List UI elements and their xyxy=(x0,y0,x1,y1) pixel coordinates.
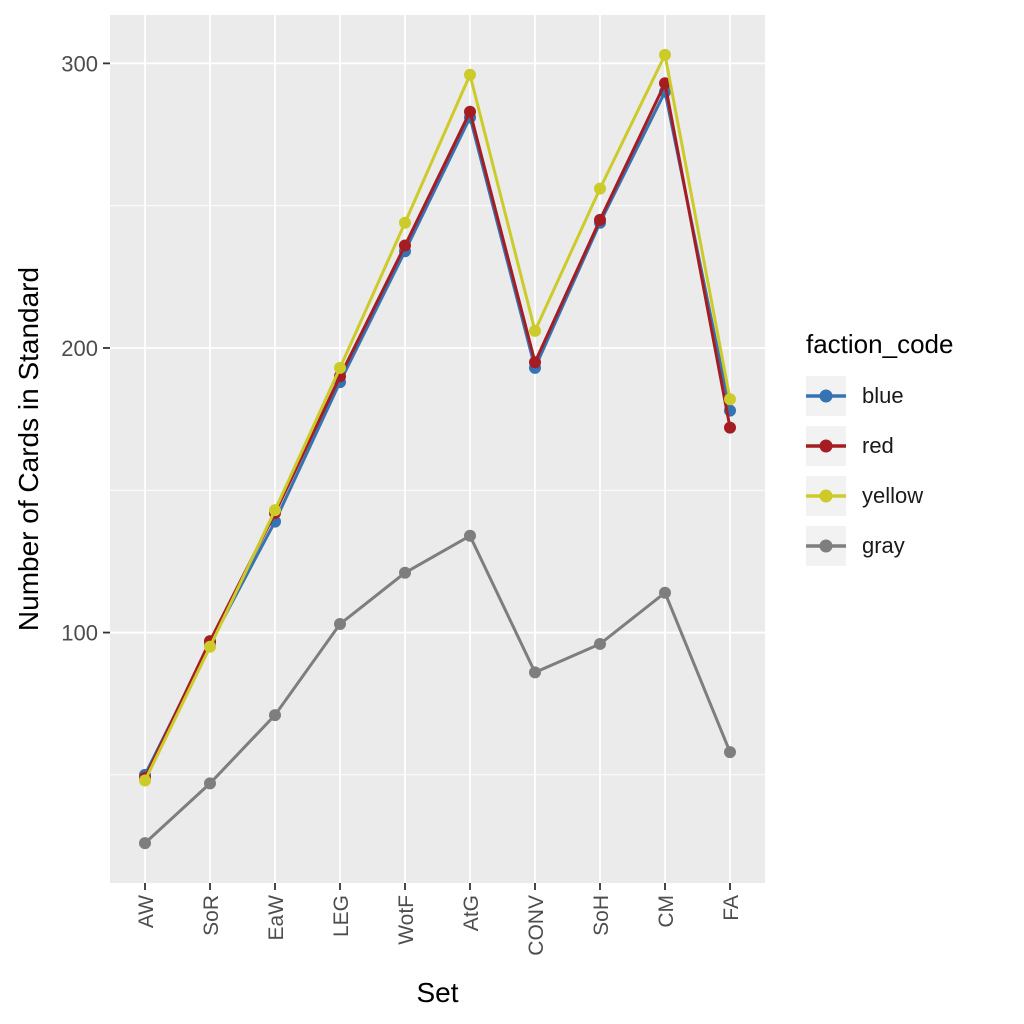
data-point-yellow-SoH xyxy=(594,182,606,195)
data-point-red-WotF xyxy=(399,239,411,252)
y-tick-label: 100 xyxy=(61,621,98,646)
data-point-red-SoH xyxy=(594,213,606,226)
x-tick-label: LEG xyxy=(330,895,353,937)
data-point-yellow-AW xyxy=(139,774,151,787)
data-point-gray-AtG xyxy=(464,529,476,542)
legend-key-gray xyxy=(806,525,846,566)
legend: faction_code blue red yellow gray xyxy=(806,329,954,576)
x-tick-label: CONV xyxy=(525,895,548,956)
data-point-red-CM xyxy=(659,77,671,90)
legend-key-glyph-gray xyxy=(806,539,846,553)
x-tick-label: AW xyxy=(135,895,158,928)
x-tick-label: FA xyxy=(720,895,743,921)
x-tick-label: CM xyxy=(655,895,678,928)
legend-key-yellow xyxy=(806,475,846,516)
data-point-yellow-CM xyxy=(659,48,671,61)
x-tick-label: SoH xyxy=(590,895,613,936)
legend-entries: blue red yellow gray xyxy=(806,375,953,566)
y-tick-label: 300 xyxy=(61,51,98,76)
data-point-gray-SoR xyxy=(204,777,216,790)
data-point-gray-SoH xyxy=(594,637,606,650)
legend-label-blue: blue xyxy=(862,382,904,408)
x-axis-title: Set xyxy=(416,977,458,1008)
series-line-blue xyxy=(143,87,732,776)
x-tick-label: AtG xyxy=(460,895,483,931)
legend-entry-blue: blue xyxy=(806,375,953,416)
data-point-yellow-FA xyxy=(724,393,736,406)
data-point-red-FA xyxy=(724,421,736,434)
legend-entry-gray: gray xyxy=(806,525,953,566)
legend-key-glyph-yellow xyxy=(806,489,846,503)
data-point-gray-CM xyxy=(659,586,671,599)
series-line-gray xyxy=(143,533,732,845)
legend-key-glyph-red xyxy=(806,439,846,453)
legend-key-blue xyxy=(806,375,846,416)
data-point-yellow-WotF xyxy=(399,216,411,229)
x-tick-label: SoR xyxy=(200,895,223,936)
plot-panel xyxy=(110,15,765,883)
y-axis-title: Number of Cards in Standard xyxy=(13,267,44,631)
data-point-red-CONV xyxy=(529,356,541,369)
y-tick-label: 200 xyxy=(61,336,98,361)
legend-label-yellow: yellow xyxy=(862,482,924,508)
series-line-yellow xyxy=(143,50,732,782)
legend-key-red xyxy=(806,425,846,466)
data-point-gray-AW xyxy=(139,837,151,850)
legend-label-gray: gray xyxy=(862,532,905,558)
data-point-yellow-LEG xyxy=(334,361,346,374)
data-point-gray-WotF xyxy=(399,566,411,579)
data-point-gray-LEG xyxy=(334,618,346,631)
data-point-gray-FA xyxy=(724,746,736,759)
data-point-yellow-SoR xyxy=(204,640,216,653)
legend-key-glyph-blue xyxy=(806,389,846,403)
legend-entry-red: red xyxy=(806,425,953,466)
data-point-yellow-EaW xyxy=(269,504,281,517)
legend-label-red: red xyxy=(862,432,894,458)
legend-title: faction_code xyxy=(806,329,954,359)
data-point-gray-EaW xyxy=(269,709,281,722)
legend-entry-yellow: yellow xyxy=(806,475,953,516)
x-tick-label: WotF xyxy=(395,895,418,945)
data-point-yellow-AtG xyxy=(464,68,476,81)
data-point-gray-CONV xyxy=(529,666,541,679)
data-point-red-AtG xyxy=(464,105,476,118)
data-point-yellow-CONV xyxy=(529,324,541,337)
x-tick-label: EaW xyxy=(265,895,288,941)
